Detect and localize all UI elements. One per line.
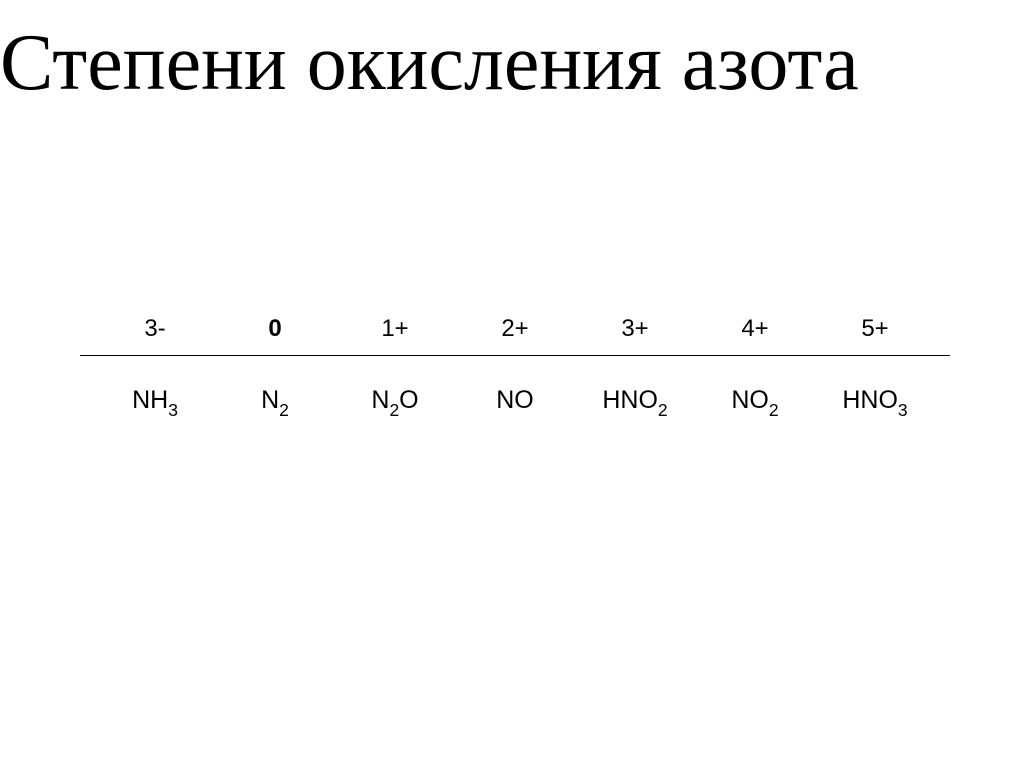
compound-base: NH: [132, 386, 168, 414]
compound-label: NH3: [95, 386, 215, 419]
compound-base-pre: NO: [731, 386, 769, 414]
state-label: 3+: [575, 315, 695, 343]
compound-base-pre: HNO: [602, 386, 658, 414]
compound-sub: 2: [769, 400, 779, 420]
oxidation-diagram: 3- 0 1+ 2+ 3+ 4+ 5+ NH3 N2 N2O NO HNO2 N…: [80, 315, 950, 419]
compound-label: N2: [215, 386, 335, 419]
compound-label: NO2: [695, 386, 815, 419]
compound-label: N2O: [335, 386, 455, 419]
compound-label: HNO2: [575, 386, 695, 419]
compound-label: HNO3: [815, 386, 935, 419]
state-label: 3-: [95, 315, 215, 343]
state-label: 5+: [815, 315, 935, 343]
page-title: Степени окисления азота: [0, 18, 859, 109]
compound-sub: 3: [168, 400, 178, 420]
oxidation-states-row: 3- 0 1+ 2+ 3+ 4+ 5+: [80, 315, 950, 343]
state-label: 4+: [695, 315, 815, 343]
compound-sub: 2: [658, 400, 668, 420]
compound-base-post: O: [399, 386, 418, 414]
compound-label: NO: [455, 386, 575, 419]
state-label: 2+: [455, 315, 575, 343]
compound-base: NO: [496, 386, 534, 414]
compound-base-pre: N: [371, 386, 389, 414]
divider-line: [80, 355, 950, 356]
compound-sub: 2: [389, 400, 399, 420]
compound-sub: 3: [898, 400, 908, 420]
compounds-row: NH3 N2 N2O NO HNO2 NO2 HNO3: [80, 386, 950, 419]
compound-base: N: [261, 386, 279, 414]
compound-base-pre: HNO: [842, 386, 898, 414]
state-label: 1+: [335, 315, 455, 343]
compound-sub: 2: [279, 400, 289, 420]
state-label: 0: [215, 315, 335, 343]
